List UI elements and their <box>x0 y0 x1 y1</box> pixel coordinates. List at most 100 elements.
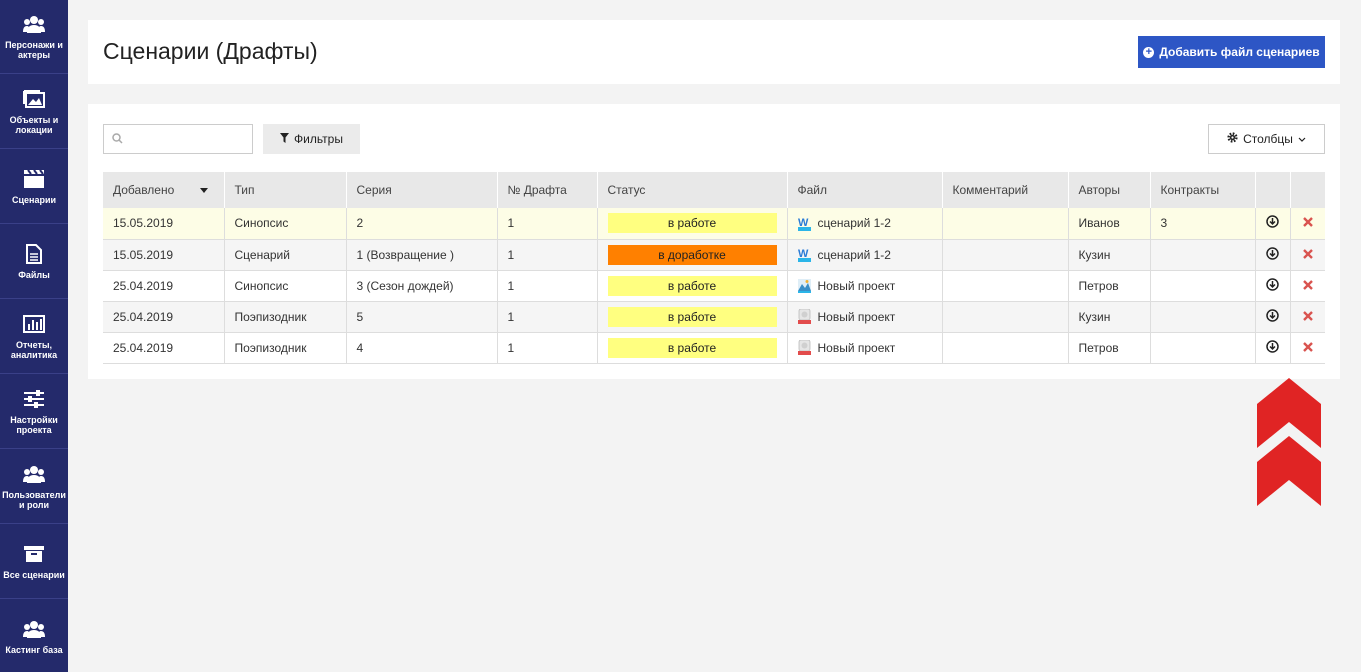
status-badge: в работе <box>607 213 777 234</box>
sliders-icon <box>23 389 45 409</box>
cell-contracts: 3 <box>1150 208 1256 239</box>
word-doc-icon: W <box>797 216 811 231</box>
sidebar-item-reports[interactable]: Отчеты, аналитика <box>0 300 68 374</box>
table-header-row: Добавлено Тип Серия № Драфта Статус Файл… <box>103 172 1325 208</box>
download-icon[interactable] <box>1266 277 1279 294</box>
cell-comment <box>942 270 1069 301</box>
cell-series: 3 (Сезон дождей) <box>346 270 498 301</box>
delete-icon[interactable] <box>1302 310 1313 324</box>
column-header-authors[interactable]: Авторы <box>1068 172 1151 208</box>
cell-authors: Кузин <box>1068 239 1151 270</box>
delete-icon[interactable] <box>1302 216 1313 230</box>
sidebar-item-all-scripts[interactable]: Все сценарии <box>0 525 68 599</box>
column-header-file[interactable]: Файл <box>787 172 943 208</box>
table-row[interactable]: 25.04.2019 Синопсис 3 (Сезон дождей) 1 в… <box>103 270 1325 301</box>
column-header-delete <box>1290 172 1325 208</box>
sidebar-item-files[interactable]: Файлы <box>0 225 68 299</box>
cell-download <box>1255 332 1291 363</box>
column-header-comment[interactable]: Комментарий <box>942 172 1069 208</box>
plus-circle-icon: + <box>1143 46 1155 58</box>
svg-text:W: W <box>798 217 809 229</box>
scroll-to-top-chevrons-icon[interactable] <box>1257 378 1321 506</box>
cell-authors: Кузин <box>1068 301 1151 332</box>
file-link[interactable]: Новый проект <box>817 309 896 324</box>
sidebar-item-label: Отчеты, аналитика <box>10 339 58 360</box>
cell-draft: 1 <box>497 332 598 363</box>
file-icon <box>23 243 45 264</box>
cell-file: W сценарий 1-2 <box>787 239 943 270</box>
sidebar-item-casting[interactable]: Кастинг база <box>0 600 68 672</box>
table-row[interactable]: 15.05.2019 Сценарий 1 (Возвращение ) 1 в… <box>103 239 1325 270</box>
cell-file: W сценарий 1-2 <box>787 208 943 239</box>
cell-added: 15.05.2019 <box>103 208 225 239</box>
column-header-contracts[interactable]: Контракты <box>1150 172 1256 208</box>
search-box[interactable] <box>103 124 253 154</box>
sidebar-item-users[interactable]: Пользователи и роли <box>0 450 68 524</box>
mpx-file-icon <box>797 339 811 355</box>
chevron-down-icon <box>1298 132 1306 146</box>
mpx-file-icon <box>797 308 811 324</box>
add-script-file-button[interactable]: + Добавить файл сценариев <box>1138 36 1325 68</box>
delete-icon[interactable] <box>1302 341 1313 355</box>
cell-delete <box>1290 270 1325 301</box>
cell-series: 1 (Возвращение ) <box>346 239 498 270</box>
image-file-icon <box>797 278 811 293</box>
cell-delete <box>1290 239 1325 270</box>
column-header-series[interactable]: Серия <box>346 172 498 208</box>
file-link[interactable]: сценарий 1-2 <box>817 247 891 262</box>
search-input[interactable] <box>129 132 249 146</box>
cell-status: в работе <box>597 332 788 363</box>
sort-desc-icon[interactable] <box>200 188 209 194</box>
filters-label: Фильтры <box>294 132 343 146</box>
sidebar-item-label: Все сценарии <box>3 569 65 580</box>
status-badge: в работе <box>607 306 777 327</box>
delete-icon[interactable] <box>1302 248 1313 262</box>
cell-series: 2 <box>346 208 498 239</box>
cell-contracts <box>1150 239 1256 270</box>
cell-type: Поэпизодник <box>224 332 347 363</box>
status-badge: в работе <box>607 337 777 358</box>
cell-type: Поэпизодник <box>224 301 347 332</box>
cell-delete <box>1290 208 1325 239</box>
download-icon[interactable] <box>1266 339 1279 356</box>
cell-added: 25.04.2019 <box>103 301 225 332</box>
column-header-status[interactable]: Статус <box>597 172 788 208</box>
users-icon <box>23 14 45 34</box>
sidebar-item-characters[interactable]: Персонажи и актеры <box>0 0 68 74</box>
cell-download <box>1255 239 1291 270</box>
sidebar-item-settings[interactable]: Настройки проекта <box>0 375 68 449</box>
scripts-table: Добавлено Тип Серия № Драфта Статус Файл… <box>103 172 1325 364</box>
content-panel: Фильтры Столбцы Добавлено Тип Серия № Др… <box>88 104 1340 379</box>
cell-type: Сценарий <box>224 239 347 270</box>
archive-icon <box>23 544 45 564</box>
file-link[interactable]: сценарий 1-2 <box>817 216 891 231</box>
filters-button[interactable]: Фильтры <box>263 124 360 154</box>
gear-icon <box>1227 132 1238 146</box>
table-row[interactable]: 15.05.2019 Синопсис 2 1 в работе W сцена… <box>103 208 1325 239</box>
image-icon <box>23 89 45 109</box>
table-row[interactable]: 25.04.2019 Поэпизодник 4 1 в работе Новы… <box>103 332 1325 363</box>
cell-delete <box>1290 332 1325 363</box>
download-icon[interactable] <box>1266 215 1279 231</box>
columns-button[interactable]: Столбцы <box>1208 124 1325 154</box>
column-header-added[interactable]: Добавлено <box>103 172 225 208</box>
table-row[interactable]: 25.04.2019 Поэпизодник 5 1 в работе Новы… <box>103 301 1325 332</box>
column-header-draft[interactable]: № Драфта <box>497 172 598 208</box>
cell-status: в работе <box>597 270 788 301</box>
cell-series: 5 <box>346 301 498 332</box>
delete-icon[interactable] <box>1302 279 1313 293</box>
download-icon[interactable] <box>1266 308 1279 325</box>
sidebar-item-objects[interactable]: Объекты и локации <box>0 75 68 149</box>
file-link[interactable]: Новый проект <box>817 278 896 293</box>
sidebar: Персонажи и актеры Объекты и локации Сце… <box>0 0 68 672</box>
sidebar-item-label: Пользователи и роли <box>2 489 66 510</box>
file-link[interactable]: Новый проект <box>817 340 896 355</box>
clapperboard-icon <box>23 168 45 189</box>
cell-type: Синопсис <box>224 270 347 301</box>
cell-comment <box>942 208 1069 239</box>
sidebar-item-scripts[interactable]: Сценарии <box>0 150 68 224</box>
download-icon[interactable] <box>1266 246 1279 263</box>
sidebar-item-label: Файлы <box>18 269 50 280</box>
column-header-type[interactable]: Тип <box>224 172 347 208</box>
cell-authors: Петров <box>1068 332 1151 363</box>
